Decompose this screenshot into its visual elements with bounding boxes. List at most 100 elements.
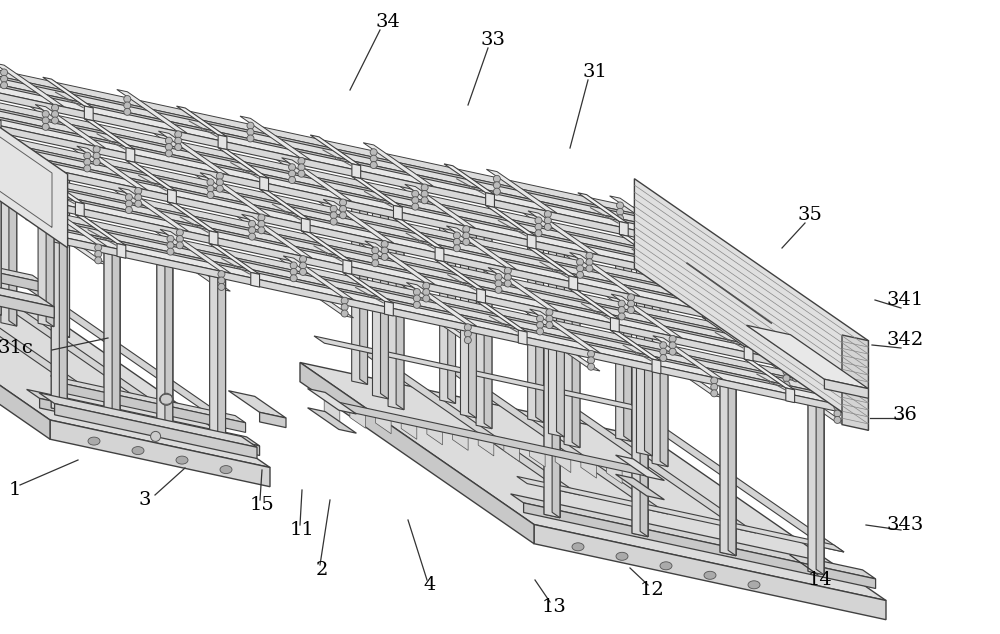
Circle shape	[700, 292, 707, 299]
Circle shape	[834, 404, 841, 411]
Polygon shape	[661, 276, 711, 307]
Circle shape	[135, 200, 142, 207]
Circle shape	[124, 96, 131, 103]
Circle shape	[95, 257, 102, 264]
Polygon shape	[242, 233, 312, 276]
Polygon shape	[0, 145, 1, 315]
Circle shape	[711, 390, 718, 397]
Circle shape	[586, 252, 593, 259]
Circle shape	[751, 327, 758, 334]
Polygon shape	[200, 191, 270, 235]
Polygon shape	[0, 119, 1, 133]
Polygon shape	[350, 404, 365, 428]
Circle shape	[93, 146, 100, 153]
Polygon shape	[0, 263, 54, 318]
Circle shape	[124, 102, 131, 109]
Circle shape	[370, 155, 377, 162]
Polygon shape	[504, 438, 519, 462]
Circle shape	[247, 135, 254, 142]
Circle shape	[577, 259, 584, 266]
Circle shape	[628, 307, 635, 314]
Polygon shape	[611, 294, 682, 338]
Text: 34: 34	[376, 13, 400, 31]
Circle shape	[792, 362, 799, 369]
Circle shape	[463, 232, 470, 239]
Polygon shape	[0, 90, 1, 120]
Circle shape	[167, 248, 174, 255]
Polygon shape	[117, 243, 126, 258]
Polygon shape	[569, 276, 578, 290]
Polygon shape	[381, 208, 388, 399]
Circle shape	[289, 176, 296, 183]
Circle shape	[2, 167, 9, 174]
Polygon shape	[557, 246, 564, 437]
Polygon shape	[126, 148, 135, 162]
Circle shape	[413, 301, 420, 308]
Polygon shape	[816, 377, 824, 574]
Circle shape	[381, 254, 388, 261]
Polygon shape	[477, 301, 527, 332]
Polygon shape	[581, 455, 596, 478]
Polygon shape	[240, 134, 310, 178]
Polygon shape	[314, 336, 641, 411]
Polygon shape	[616, 474, 664, 500]
Polygon shape	[544, 322, 560, 518]
Text: 4: 4	[424, 576, 436, 594]
Polygon shape	[569, 288, 619, 320]
Circle shape	[700, 285, 707, 292]
Polygon shape	[0, 179, 66, 223]
Circle shape	[493, 188, 500, 195]
Polygon shape	[260, 190, 310, 220]
Circle shape	[741, 340, 748, 347]
Circle shape	[660, 348, 667, 355]
Polygon shape	[634, 179, 868, 430]
Circle shape	[711, 377, 718, 384]
Polygon shape	[0, 81, 64, 125]
Polygon shape	[352, 189, 368, 384]
Circle shape	[421, 197, 428, 204]
Circle shape	[381, 241, 388, 248]
Polygon shape	[75, 202, 84, 217]
Polygon shape	[652, 271, 668, 467]
Polygon shape	[84, 119, 135, 150]
Circle shape	[95, 244, 102, 251]
Polygon shape	[0, 101, 714, 278]
Polygon shape	[536, 225, 544, 422]
Polygon shape	[84, 106, 93, 120]
Text: 3: 3	[139, 491, 151, 509]
Circle shape	[495, 280, 502, 287]
Polygon shape	[50, 376, 246, 423]
Circle shape	[372, 254, 379, 261]
Circle shape	[535, 223, 542, 230]
Polygon shape	[406, 283, 477, 326]
Circle shape	[741, 327, 748, 333]
Polygon shape	[46, 155, 54, 327]
Circle shape	[341, 304, 348, 311]
Circle shape	[588, 363, 595, 370]
Circle shape	[290, 268, 297, 275]
Circle shape	[617, 215, 624, 222]
Polygon shape	[406, 301, 477, 344]
Circle shape	[258, 214, 265, 221]
Circle shape	[341, 310, 348, 317]
Circle shape	[340, 199, 347, 206]
Circle shape	[84, 165, 91, 172]
Circle shape	[668, 237, 675, 244]
Polygon shape	[469, 227, 476, 418]
Polygon shape	[62, 156, 70, 337]
Circle shape	[124, 108, 131, 115]
Polygon shape	[616, 246, 632, 441]
Polygon shape	[310, 135, 361, 165]
Polygon shape	[157, 255, 173, 434]
Polygon shape	[610, 318, 619, 332]
Polygon shape	[435, 260, 485, 290]
Polygon shape	[324, 399, 340, 423]
Circle shape	[783, 375, 790, 382]
Polygon shape	[824, 379, 868, 398]
Circle shape	[413, 295, 420, 302]
Circle shape	[1, 69, 8, 76]
Polygon shape	[218, 274, 226, 446]
Ellipse shape	[572, 543, 584, 551]
Polygon shape	[1, 146, 17, 326]
Polygon shape	[530, 327, 600, 371]
